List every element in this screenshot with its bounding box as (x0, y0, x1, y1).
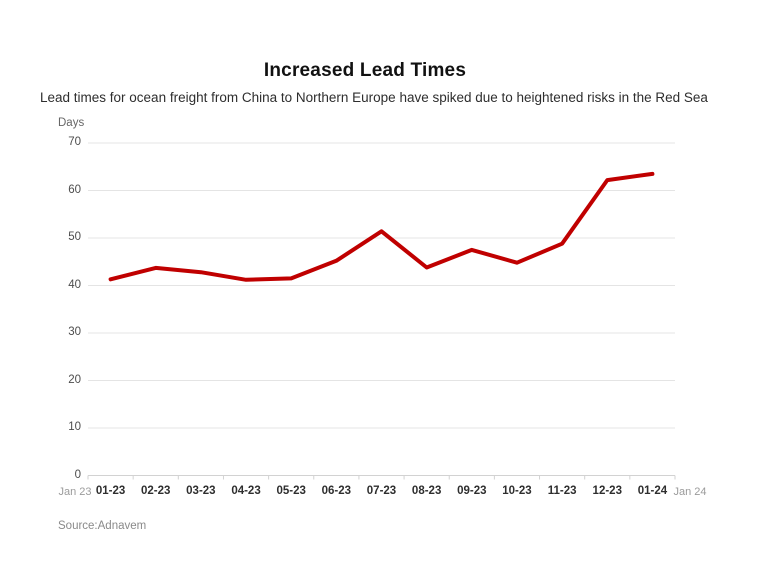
x-category-label: 01-24 (637, 485, 668, 497)
x-category-label: 05-23 (276, 485, 306, 497)
y-tick-label: 60 (68, 183, 81, 196)
y-tick-label: 70 (68, 136, 81, 148)
y-tick-label: 10 (68, 421, 81, 433)
x-category-label: 02-23 (141, 485, 171, 497)
x-category-label: 06-23 (321, 485, 352, 497)
y-axis-unit-label: Days (58, 117, 85, 129)
x-category-label: 11-23 (547, 485, 577, 497)
lead-time-line (108, 171, 655, 282)
x-category-label: 10-23 (502, 485, 532, 497)
x-category-label: 01-23 (95, 485, 126, 497)
x-category-label: 03-23 (186, 485, 216, 497)
y-tick-label: 50 (68, 231, 81, 243)
chart-subtitle: Lead times for ocean freight from China … (40, 90, 708, 105)
y-tick-label: 40 (68, 278, 81, 291)
y-tick-label: 0 (74, 468, 81, 481)
x-category-label: 09-23 (457, 485, 487, 497)
x-edge-label-start: Jan 23 (58, 486, 92, 498)
source-caption: Source:Adnavem (58, 520, 147, 532)
y-tick-label: 20 (68, 373, 81, 386)
x-category-label: 07-23 (366, 485, 397, 497)
x-category-label: 12-23 (592, 485, 622, 497)
chart-title: Increased Lead Times (263, 60, 467, 81)
x-category-label: 04-23 (231, 485, 261, 497)
x-category-label: 08-23 (411, 485, 442, 497)
y-tick-label: 30 (68, 326, 81, 338)
x-edge-label-end: Jan 24 (673, 486, 707, 498)
